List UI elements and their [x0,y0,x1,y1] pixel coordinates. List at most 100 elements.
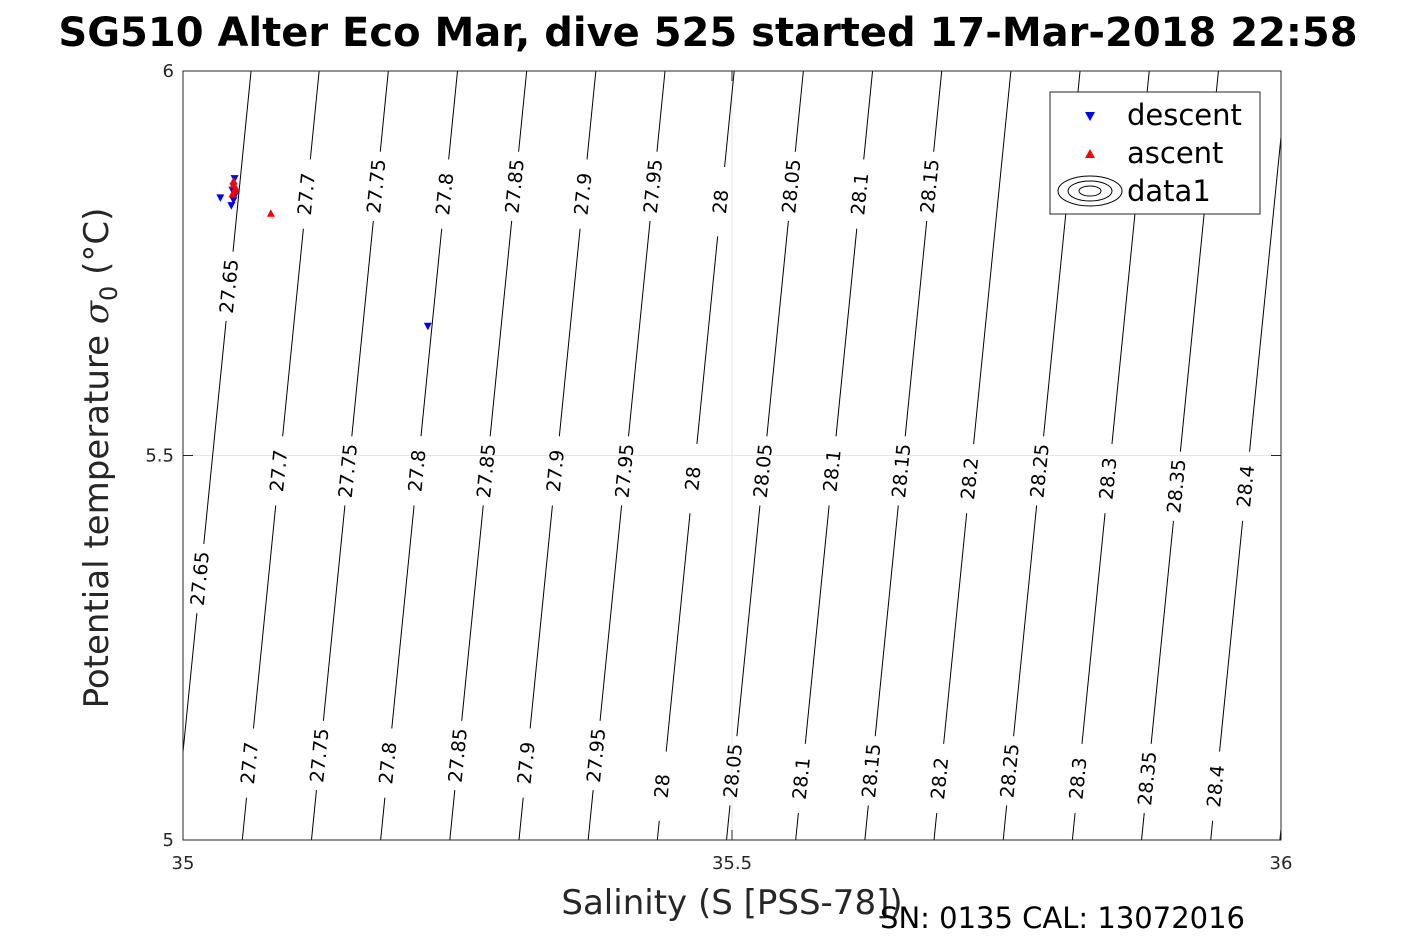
contour-line [379,71,389,152]
y-axis-label-unit: (°C) [77,208,117,286]
contour-line [391,505,415,729]
grid-lines [183,71,1281,840]
ascent-point [228,190,237,198]
legend-box [1049,91,1261,215]
contour-label: 28.3 [1095,456,1121,500]
contour-line [628,220,651,437]
y-axis-label-subscript: 0 [95,286,123,301]
contour-line [380,797,386,840]
contour-label: 28.25 [1026,443,1053,499]
contour-line [863,71,874,160]
contour-label: 27.75 [363,158,390,214]
ascent-point [231,183,240,192]
ascent-point [229,176,238,185]
contour-label: 28.05 [750,443,777,499]
contour-line [656,71,666,152]
y-axis-label-sigma: σ [77,300,117,324]
contour-line [282,228,304,437]
contour-line [309,71,320,160]
contour-label: 27.7 [237,741,263,785]
contour-line [252,505,277,729]
y-tick-label: 6 [163,61,174,82]
contour-line [599,505,623,721]
contour-label: 27.9 [543,449,569,493]
contour-line [1249,131,1281,452]
contour-label: 27.65 [216,258,243,314]
contour-line [587,789,594,840]
y-tick-label: 5 [163,830,174,851]
contour-line [420,228,443,437]
contour-label: 28.1 [820,449,846,493]
contour-label: 27.9 [514,741,540,785]
contour-label: 28.15 [917,158,944,214]
contour-label: 27.75 [306,727,333,783]
footer-serial-cal: SN: 0135 CAL: 13072016 [880,901,1245,935]
contour-line [558,228,581,437]
contour-line [351,220,374,437]
contour-line [766,220,789,437]
contour-label: 28 [709,189,733,215]
contour-line [203,320,227,544]
legend: descent ascent data1 [1049,91,1261,215]
contour-line [933,71,943,152]
y-axis-label: Potential temperature σ0 (°C) [77,208,123,709]
contour-label: 27.65 [187,550,214,606]
legend-ascent-label: ascent [1127,136,1223,170]
axis-ticks: 35 35.5 36 5 5.5 6 [145,61,1292,874]
contour-label: 28 [651,773,675,799]
contour-line [586,71,597,160]
contour-line [489,220,513,437]
legend-ascent-marker-icon [1085,149,1095,158]
contour-line [665,513,691,752]
contour-label: 28.15 [888,443,915,499]
contour-labels: 27.65 27.65 27.7 27.7 27.7 27.75 27.75 27.75 27.… [187,158,1259,808]
contour-label: 27.85 [445,727,472,783]
contour-label: 27.95 [611,443,638,499]
contour-label: 28.2 [957,456,983,500]
legend-descent-label: descent [1127,98,1242,132]
x-tick-label: 36 [1270,853,1293,874]
contour-label: 28.35 [1163,458,1190,514]
contour-label: 28 [681,465,705,491]
contour-label: 28.4 [1203,764,1229,808]
contour-line [804,505,830,744]
contour-line [904,220,928,437]
contour-line [448,71,458,160]
contour-line [835,228,858,437]
contour-line [1141,813,1145,840]
contour-line [1081,513,1106,744]
contour-line [1013,505,1038,737]
legend-data1-label: data1 [1127,174,1211,208]
x-axis-label: Salinity (S [PSS-78]) [561,883,902,923]
descent-point [227,202,236,210]
contour-line [656,820,660,840]
contour-line [864,805,869,840]
contour-label: 27.8 [432,172,458,216]
y-axis-label-main: Potential temperature [77,324,117,708]
density-contours [183,71,1281,840]
contour-line [696,236,719,445]
contour-line [241,797,248,840]
contour-label: 28.05 [778,158,805,214]
contour-label: 28.4 [1233,464,1259,508]
contour-line [529,505,553,729]
contour-line [933,813,938,840]
contour-line [736,505,761,737]
contour-line [183,613,198,758]
descent-point [229,196,238,205]
contour-label: 28.35 [1134,750,1161,806]
descent-point [216,194,225,202]
data-points [216,175,432,331]
contour-label: 28.1 [847,172,873,216]
contour-label: 27.85 [501,158,528,214]
contour-label: 28.3 [1065,756,1091,800]
contour-line [449,789,456,840]
contour-line [1210,820,1214,840]
contour-label: 27.75 [335,443,362,499]
contour-line [794,71,804,152]
contour-label: 27.8 [375,741,401,785]
contour-line [1219,520,1244,752]
contour-line [1150,520,1174,744]
legend-contour-icon [1057,175,1123,207]
contour-line [518,71,528,152]
